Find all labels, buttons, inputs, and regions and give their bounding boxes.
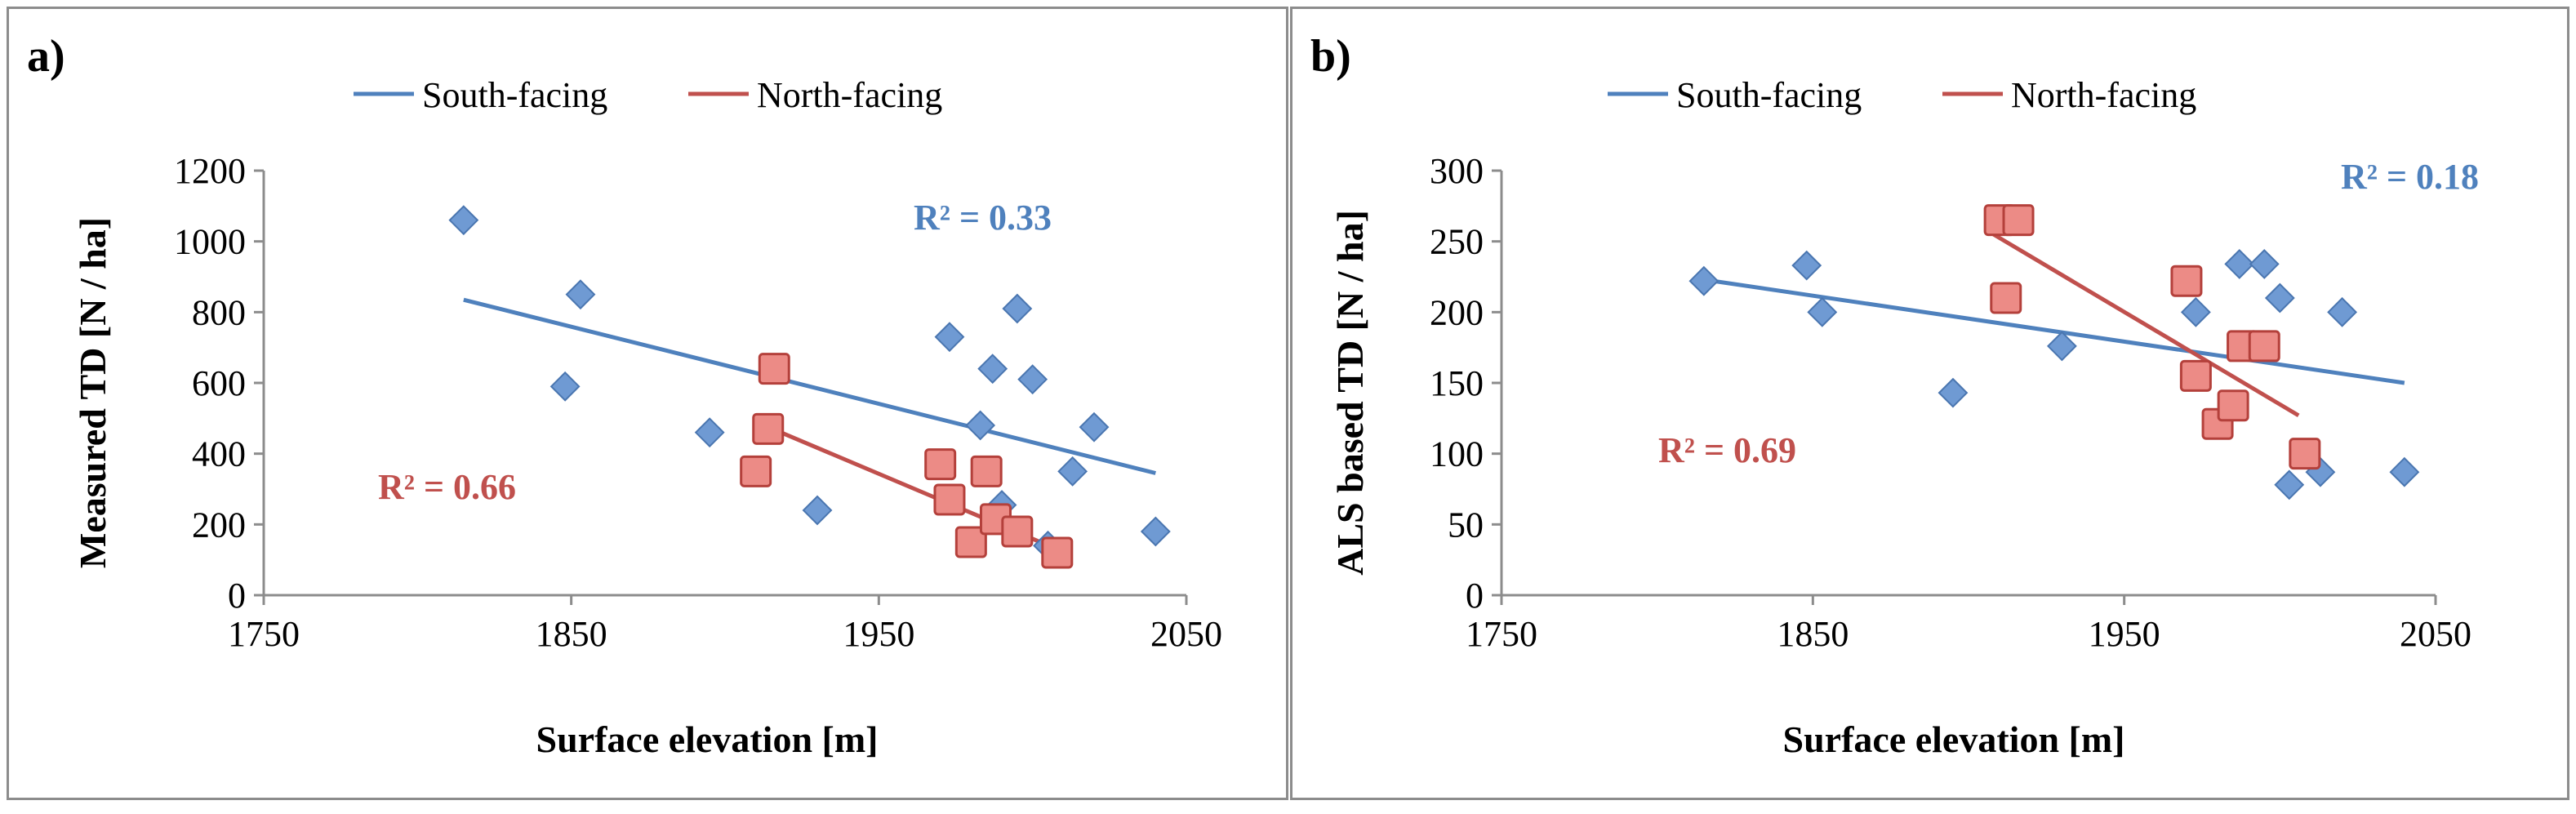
point-south-facing (2327, 296, 2358, 327)
y-tick-label: 200 (192, 505, 246, 545)
point-north-facing (2002, 204, 2035, 237)
point-north-facing (970, 455, 1003, 487)
chart-panel-b: b) South-facing North-facing 0 50 100 150 20… (1290, 7, 2569, 800)
point-north-facing (2289, 438, 2321, 470)
point-south-facing (565, 279, 596, 310)
y-tick-label: 50 (1448, 505, 1484, 545)
point-north-facing (752, 412, 785, 445)
plot-area-b: 0 50 100 150 200 250 300 1750 1850 1950 2050 (1430, 151, 2471, 654)
point-north-facing (954, 526, 987, 558)
point-south-facing (1017, 364, 1048, 395)
r2-north-b: R² = 0.69 (1658, 430, 1796, 470)
y-tick-label: 300 (1430, 151, 1484, 191)
point-south-facing (2389, 456, 2420, 487)
x-tick-label: 1950 (843, 614, 914, 654)
point-south-facing (977, 354, 1008, 385)
y-tick-label: 100 (1430, 434, 1484, 474)
r2-south-a: R² = 0.33 (914, 198, 1052, 238)
point-south-facing (1791, 250, 1822, 281)
point-north-facing (740, 455, 772, 487)
x-tick-label: 1750 (228, 614, 300, 654)
point-south-facing (934, 322, 965, 353)
legend-south-label: South-facing (1676, 75, 1862, 115)
point-north-facing (2217, 389, 2249, 422)
panel-label-b: b) (1310, 31, 1351, 82)
point-north-facing (758, 353, 790, 385)
point-south-facing (1079, 411, 1110, 443)
y-axis-title-a: Measured TD [N / ha] (72, 217, 113, 568)
r2-north-a: R² = 0.66 (378, 467, 516, 507)
point-south-facing (1057, 456, 1088, 487)
trend-line-north-facing (1992, 232, 2300, 418)
y-tick-label: 800 (192, 292, 246, 332)
y-tick-label: 200 (1430, 292, 1484, 332)
x-tick-label: 2050 (2400, 614, 2471, 654)
x-axis-title-a: Surface elevation [m] (536, 718, 879, 760)
y-tick-label: 1200 (174, 151, 246, 191)
point-south-facing (1807, 296, 1838, 327)
trend-line-south-facing (463, 297, 1156, 475)
chart-panel-a: a) South-facing North-facing 0 200 400 600 8… (7, 7, 1288, 800)
point-north-facing (1001, 515, 1034, 548)
point-north-facing (1990, 282, 2022, 314)
plot-area-a: 0 200 400 600 800 1000 1200 1750 1850 1950 2050 (174, 151, 1222, 654)
x-tick-label: 1850 (1777, 614, 1849, 654)
point-south-facing (1688, 265, 1720, 296)
y-tick-label: 1000 (174, 222, 246, 262)
point-south-facing (1140, 516, 1171, 547)
point-north-facing (2179, 359, 2212, 392)
chart-a-svg: a) South-facing North-facing 0 200 400 600 8… (27, 31, 1222, 760)
point-south-facing (2180, 296, 2211, 327)
point-south-facing (448, 205, 479, 236)
point-south-facing (965, 410, 996, 441)
point-south-facing (1938, 377, 1969, 408)
chart-b-svg: b) South-facing North-facing 0 50 100 150 20… (1310, 31, 2479, 760)
legend-north-label: North-facing (757, 75, 942, 115)
point-north-facing (2248, 330, 2280, 363)
trend-line-south-facing (1703, 277, 2405, 385)
legend-b: South-facing North-facing (1608, 75, 2196, 115)
point-south-facing (802, 495, 833, 526)
legend-south-label: South-facing (422, 75, 607, 115)
point-south-facing (549, 371, 581, 402)
point-south-facing (2046, 331, 2077, 362)
panel-label-a: a) (27, 31, 65, 82)
x-tick-label: 1950 (2089, 614, 2160, 654)
y-axis-title-b: ALS based TD [N / ha] (1329, 210, 1371, 576)
point-south-facing (2274, 469, 2305, 500)
r2-south-b: R² = 0.18 (2341, 157, 2479, 197)
point-south-facing (694, 417, 725, 448)
y-tick-label: 0 (228, 576, 246, 616)
y-tick-label: 150 (1430, 363, 1484, 403)
x-tick-label: 2050 (1150, 614, 1222, 654)
y-tick-label: 600 (192, 363, 246, 403)
y-tick-label: 0 (1466, 576, 1484, 616)
x-tick-label: 1750 (1466, 614, 1537, 654)
point-south-facing (2224, 248, 2255, 279)
point-south-facing (1002, 293, 1033, 324)
y-tick-label: 250 (1430, 222, 1484, 262)
x-axis-title-b: Surface elevation [m] (1783, 718, 2125, 760)
point-north-facing (1041, 536, 1074, 569)
point-south-facing (2264, 282, 2295, 314)
legend-north-label: North-facing (2011, 75, 2196, 115)
y-tick-label: 400 (192, 434, 246, 474)
x-tick-label: 1850 (536, 614, 607, 654)
point-south-facing (2249, 248, 2280, 279)
legend-a: South-facing North-facing (354, 75, 942, 115)
point-north-facing (924, 448, 957, 481)
point-north-facing (2170, 265, 2203, 297)
point-north-facing (933, 483, 966, 516)
